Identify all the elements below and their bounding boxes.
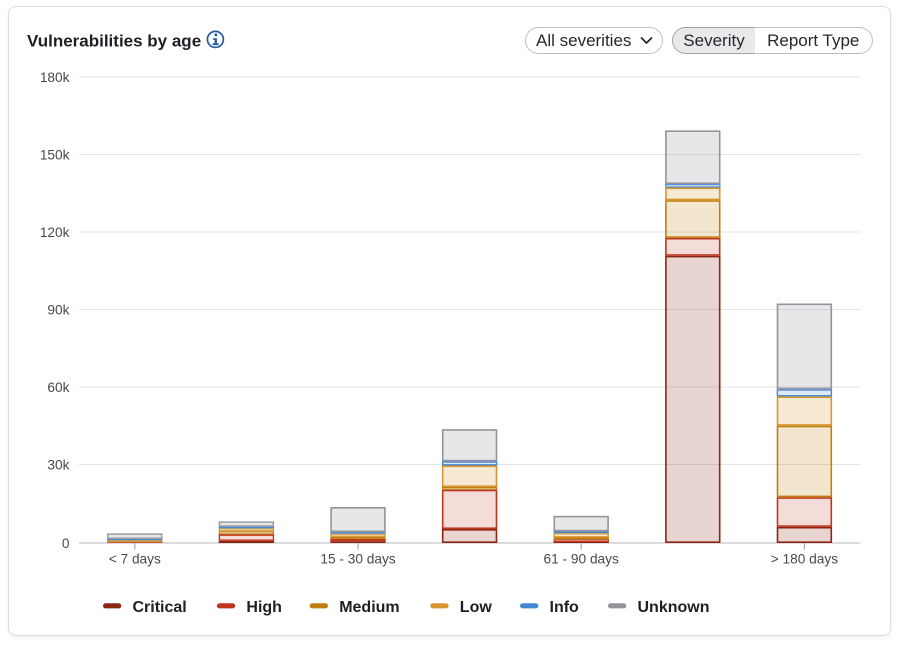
svg-text:Medium: Medium [339,599,399,616]
svg-text:30k: 30k [47,457,69,472]
svg-text:60k: 60k [47,380,69,395]
svg-text:Unknown: Unknown [638,599,710,616]
svg-text:15 - 30 days: 15 - 30 days [320,552,395,567]
svg-text:> 180 days: > 180 days [771,552,839,567]
svg-text:150k: 150k [40,147,70,162]
svg-text:Info: Info [550,599,580,616]
svg-text:90k: 90k [47,302,69,317]
svg-text:Low: Low [460,599,493,616]
svg-text:< 7 days: < 7 days [109,552,161,567]
svg-text:High: High [246,599,282,616]
svg-text:0: 0 [62,536,70,551]
svg-text:180k: 180k [40,70,70,85]
svg-text:120k: 120k [40,225,70,240]
svg-text:61 - 90 days: 61 - 90 days [544,552,619,567]
svg-text:Vulnerabilities by age: Vulnerabilities by age [27,31,201,50]
svg-text:Critical: Critical [133,599,187,616]
